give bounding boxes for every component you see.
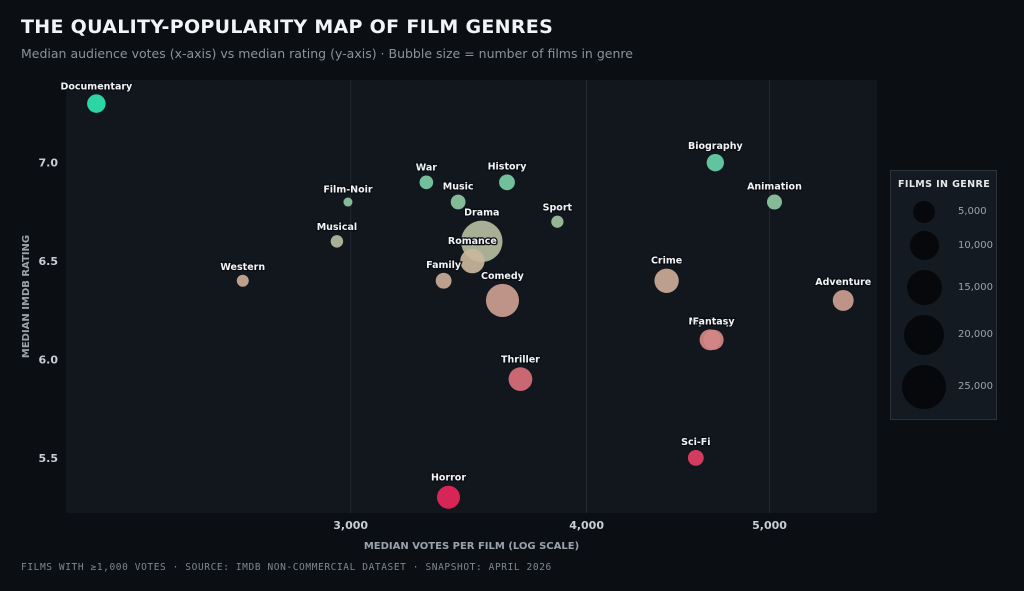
bubble-animation: [766, 194, 782, 210]
size-legend-label-25000: 25,000: [958, 381, 993, 392]
x-tick-label: 5,000: [752, 519, 787, 532]
y-axis-label: MEDIAN IMDB RATING: [21, 235, 32, 358]
bubble-romance: [460, 248, 485, 274]
size-legend-dot-15000: [906, 270, 942, 305]
size-legend-dot-20000: [904, 315, 944, 355]
bubble-label-drama: Drama: [464, 208, 499, 219]
bubble-documentary: [87, 94, 106, 113]
bubble-label-music: Music: [443, 182, 474, 193]
bubble-sport: [551, 215, 564, 228]
size-legend-label-15000: 15,000: [958, 282, 993, 293]
y-tick-label: 7.0: [39, 157, 59, 170]
bubble-label-romance: Romance: [448, 236, 497, 247]
bubble-label-animation: Animation: [747, 182, 802, 193]
size-legend-title: FILMS IN GENRE: [898, 179, 991, 190]
size-legend: FILMS IN GENRE 5,000 10,000 15,000 20,00…: [890, 170, 997, 420]
bubble-fantasy: [703, 329, 724, 350]
bubble-biography: [706, 154, 724, 172]
bubble-thriller: [508, 367, 533, 392]
bubble-label-family: Family: [426, 260, 462, 271]
bubble-label-sci-fi: Sci-Fi: [681, 437, 710, 448]
bubble-film-noir: [343, 197, 353, 207]
size-legend-dot-5000: [913, 201, 935, 223]
size-legend-dot-10000: [909, 231, 939, 260]
bubble-family: [435, 272, 452, 289]
bubble-comedy: [485, 283, 520, 317]
bubble-label-history: History: [488, 161, 528, 172]
bubble-music: [450, 194, 466, 210]
bubble-history: [499, 174, 515, 191]
y-tick-label: 6.5: [39, 255, 59, 268]
bubble-label-crime: Crime: [651, 256, 682, 267]
chart-title: THE QUALITY-POPULARITY MAP OF FILM GENRE…: [21, 16, 554, 38]
bubble-western: [236, 274, 249, 287]
x-axis-label: MEDIAN VOTES PER FILM (LOG SCALE): [364, 541, 579, 552]
bubble-adventure: [832, 289, 854, 311]
size-legend-label-20000: 20,000: [958, 329, 993, 340]
size-legend-label-5000: 5,000: [958, 206, 987, 217]
bubble-label-documentary: Documentary: [60, 81, 133, 92]
bubble-label-sport: Sport: [543, 203, 573, 214]
bubble-label-war: War: [416, 162, 438, 173]
size-legend-dot-25000: [902, 365, 946, 409]
y-tick-label: 5.5: [39, 452, 59, 465]
bubble-label-thriller: Thriller: [501, 354, 540, 365]
chart-footer: FILMS WITH ≥1,000 VOTES · SOURCE: IMDB N…: [21, 562, 552, 573]
bubble-label-comedy: Comedy: [481, 271, 525, 282]
bubble-war: [419, 175, 434, 190]
plot-area: [66, 80, 877, 513]
bubble-musical: [330, 235, 344, 248]
bubble-label-film-noir: Film-Noir: [323, 185, 373, 196]
bubble-label-biography: Biography: [688, 141, 743, 152]
x-tick-label: 3,000: [333, 519, 368, 532]
bubble-label-horror: Horror: [431, 473, 466, 484]
bubble-horror: [436, 485, 461, 509]
bubble-label-adventure: Adventure: [815, 277, 871, 288]
y-tick-label: 6.0: [39, 353, 59, 366]
size-legend-label-10000: 10,000: [958, 240, 993, 251]
bubble-label-mystery: Mystery: [688, 316, 732, 327]
bubble-crime: [654, 268, 679, 293]
chart-subtitle: Median audience votes (x-axis) vs median…: [21, 46, 633, 61]
x-tick-label: 4,000: [569, 519, 604, 532]
bubble-sci-fi: [687, 449, 704, 466]
bubble-label-western: Western: [220, 262, 265, 273]
bubble-label-fantasy: Fantasy: [693, 317, 736, 328]
bubble-label-musical: Musical: [317, 222, 357, 233]
